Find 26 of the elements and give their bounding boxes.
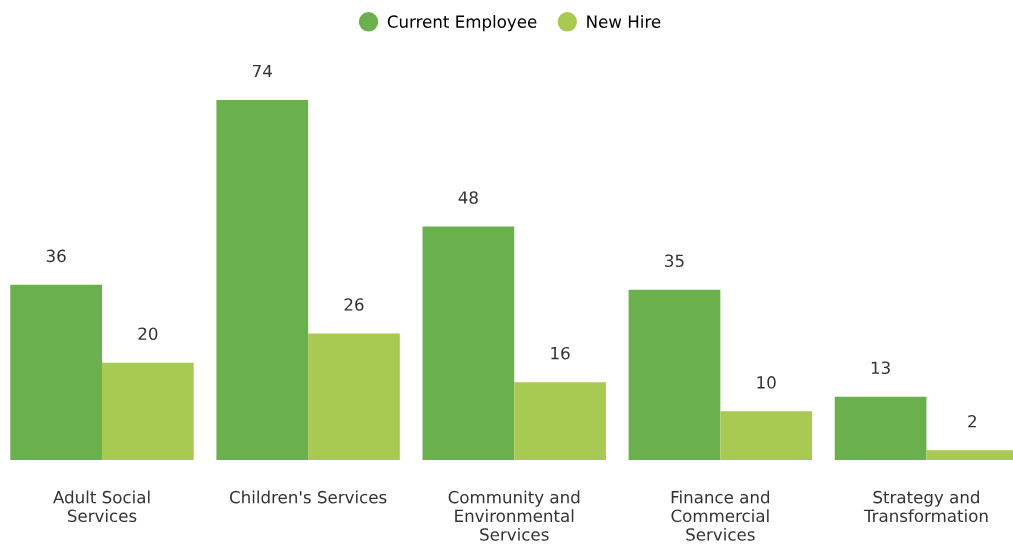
bar — [720, 411, 813, 460]
data-label: 16 — [551, 346, 570, 360]
data-label: 35 — [665, 254, 684, 268]
bar — [10, 284, 103, 460]
data-label: 20 — [138, 327, 158, 341]
bar — [628, 289, 721, 460]
legend-label: New Hire — [587, 15, 661, 28]
bar — [514, 382, 606, 460]
data-label: 10 — [757, 376, 776, 389]
legend-label: Current Employee — [387, 15, 537, 32]
bar — [834, 396, 927, 460]
bar — [308, 333, 400, 460]
x-tick-label: Strategy and Transformation — [863, 490, 988, 523]
x-tick-label: Children's Services — [229, 490, 387, 504]
data-label: 48 — [458, 191, 478, 204]
data-label: 36 — [46, 249, 66, 263]
bar — [422, 226, 515, 460]
data-label: 13 — [871, 361, 890, 375]
data-label: 74 — [253, 64, 272, 78]
x-tick-label: Community and Environmental Services — [448, 490, 580, 541]
bar — [102, 362, 194, 460]
x-tick-label: Adult Social Services — [53, 490, 150, 523]
bar — [216, 100, 309, 460]
data-label: 26 — [344, 298, 364, 311]
x-tick-label: Finance and Commercial Services — [671, 490, 770, 541]
data-label: 2 — [968, 414, 976, 428]
